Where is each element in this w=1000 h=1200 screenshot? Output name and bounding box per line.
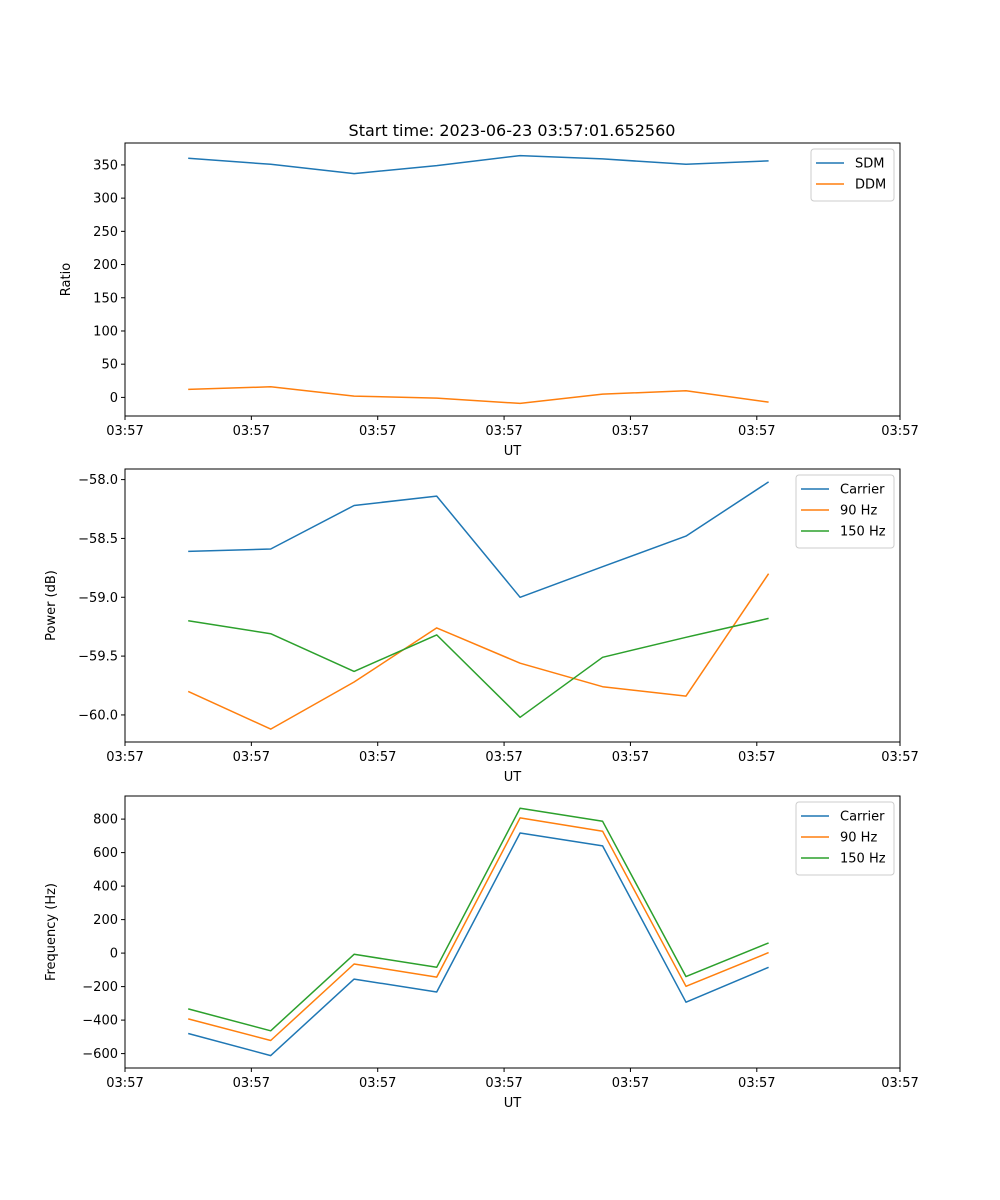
legend-entry: DDM xyxy=(855,178,886,193)
legend-box xyxy=(795,474,895,549)
y-tick-label: −400 xyxy=(82,1014,118,1029)
axes-frame xyxy=(124,468,901,743)
legend: SDM DDM xyxy=(810,148,895,202)
chart-panels: 03:57 03:57 03:57 03:57 03:57 03:57 03:57 0 50 10… xyxy=(44,142,919,1111)
axes-frame xyxy=(124,795,901,1069)
legend-box xyxy=(795,801,895,876)
x-tick-label: 03:57 xyxy=(359,424,396,439)
series-line-ddm xyxy=(188,386,769,405)
y-tick-label: −60.0 xyxy=(78,708,118,723)
x-tick-label: 03:57 xyxy=(359,750,396,765)
series-line-sdm xyxy=(188,154,769,175)
y-tick-label: 600 xyxy=(93,846,118,861)
x-tick-label: 03:57 xyxy=(106,750,143,765)
x-tick-label: 03:57 xyxy=(233,750,270,765)
x-tick-label: 03:57 xyxy=(612,750,649,765)
legend-entry: 90 Hz xyxy=(840,504,877,519)
x-tick-label: 03:57 xyxy=(881,424,918,439)
x-axis-label: UT xyxy=(504,770,522,785)
x-tick-label: 03:57 xyxy=(359,1076,396,1091)
series-line-carrier xyxy=(188,481,770,599)
legend-entry: 150 Hz xyxy=(840,525,886,540)
legend: Carrier 90 Hz 150 Hz xyxy=(795,801,895,876)
y-tick-label: 400 xyxy=(93,880,118,895)
legend-box xyxy=(810,148,895,202)
y-axis-label: Frequency (Hz) xyxy=(44,883,59,981)
series-line-carrier xyxy=(188,832,769,1057)
y-tick-label: −59.0 xyxy=(78,591,118,606)
x-tick-label: 03:57 xyxy=(106,424,143,439)
x-tick-label: 03:57 xyxy=(233,424,270,439)
x-tick-label: 03:57 xyxy=(485,1076,522,1091)
x-tick-label: 03:57 xyxy=(738,750,775,765)
y-tick-label: 50 xyxy=(101,358,118,373)
panel-2: 03:57 03:57 03:57 03:57 03:57 03:57 03:57 −60.0… xyxy=(44,468,919,785)
y-tick-label: 200 xyxy=(93,258,118,273)
y-tick-label: 0 xyxy=(110,947,118,962)
x-axis-label: UT xyxy=(504,1096,522,1111)
y-tick-label: 150 xyxy=(93,291,118,306)
legend-entry: 90 Hz xyxy=(840,831,877,846)
x-tick-label: 03:57 xyxy=(612,1076,649,1091)
axes-frame xyxy=(124,142,901,417)
x-tick-label: 03:57 xyxy=(233,1076,270,1091)
x-tick-label: 03:57 xyxy=(881,1076,918,1091)
chart-title: Start time: 2023-06-23 03:57:01.652560 xyxy=(349,121,676,140)
y-tick-label: −58.0 xyxy=(78,473,118,488)
y-axis-label: Power (dB) xyxy=(44,570,59,641)
legend-entry: Carrier xyxy=(840,483,885,498)
y-tick-label: −59.5 xyxy=(78,650,118,665)
x-tick-label: 03:57 xyxy=(485,424,522,439)
y-tick-label: 350 xyxy=(93,158,118,173)
y-tick-label: −600 xyxy=(82,1047,118,1062)
legend: Carrier 90 Hz 150 Hz xyxy=(795,474,895,549)
series-line-90-hz xyxy=(187,573,770,730)
series-line-150-hz xyxy=(188,807,769,1032)
y-tick-label: 800 xyxy=(93,813,118,828)
y-axis-label: Ratio xyxy=(59,263,74,296)
panel-3: 03:57 03:57 03:57 03:57 03:57 03:57 03:57 −600 −… xyxy=(44,795,919,1111)
x-tick-label: 03:57 xyxy=(106,1076,143,1091)
y-tick-label: 0 xyxy=(110,391,118,406)
legend-entry: 150 Hz xyxy=(840,852,886,867)
x-axis-label: UT xyxy=(504,444,522,459)
y-tick-label: 250 xyxy=(93,225,118,240)
x-tick-label: 03:57 xyxy=(612,424,649,439)
y-tick-label: 200 xyxy=(93,913,118,928)
y-tick-label: −200 xyxy=(82,980,118,995)
y-tick-label: −58.5 xyxy=(78,532,118,547)
x-tick-label: 03:57 xyxy=(738,424,775,439)
x-tick-label: 03:57 xyxy=(485,750,522,765)
legend-entry: Carrier xyxy=(840,810,885,825)
series-line-90-hz xyxy=(188,817,769,1042)
x-tick-label: 03:57 xyxy=(881,750,918,765)
y-tick-label: 100 xyxy=(93,324,118,339)
legend-entry: SDM xyxy=(855,157,884,172)
series-line-150-hz xyxy=(188,617,769,719)
x-tick-label: 03:57 xyxy=(738,1076,775,1091)
panel-1: 03:57 03:57 03:57 03:57 03:57 03:57 03:57 0 50 10… xyxy=(59,142,919,459)
y-tick-label: 300 xyxy=(93,192,118,207)
